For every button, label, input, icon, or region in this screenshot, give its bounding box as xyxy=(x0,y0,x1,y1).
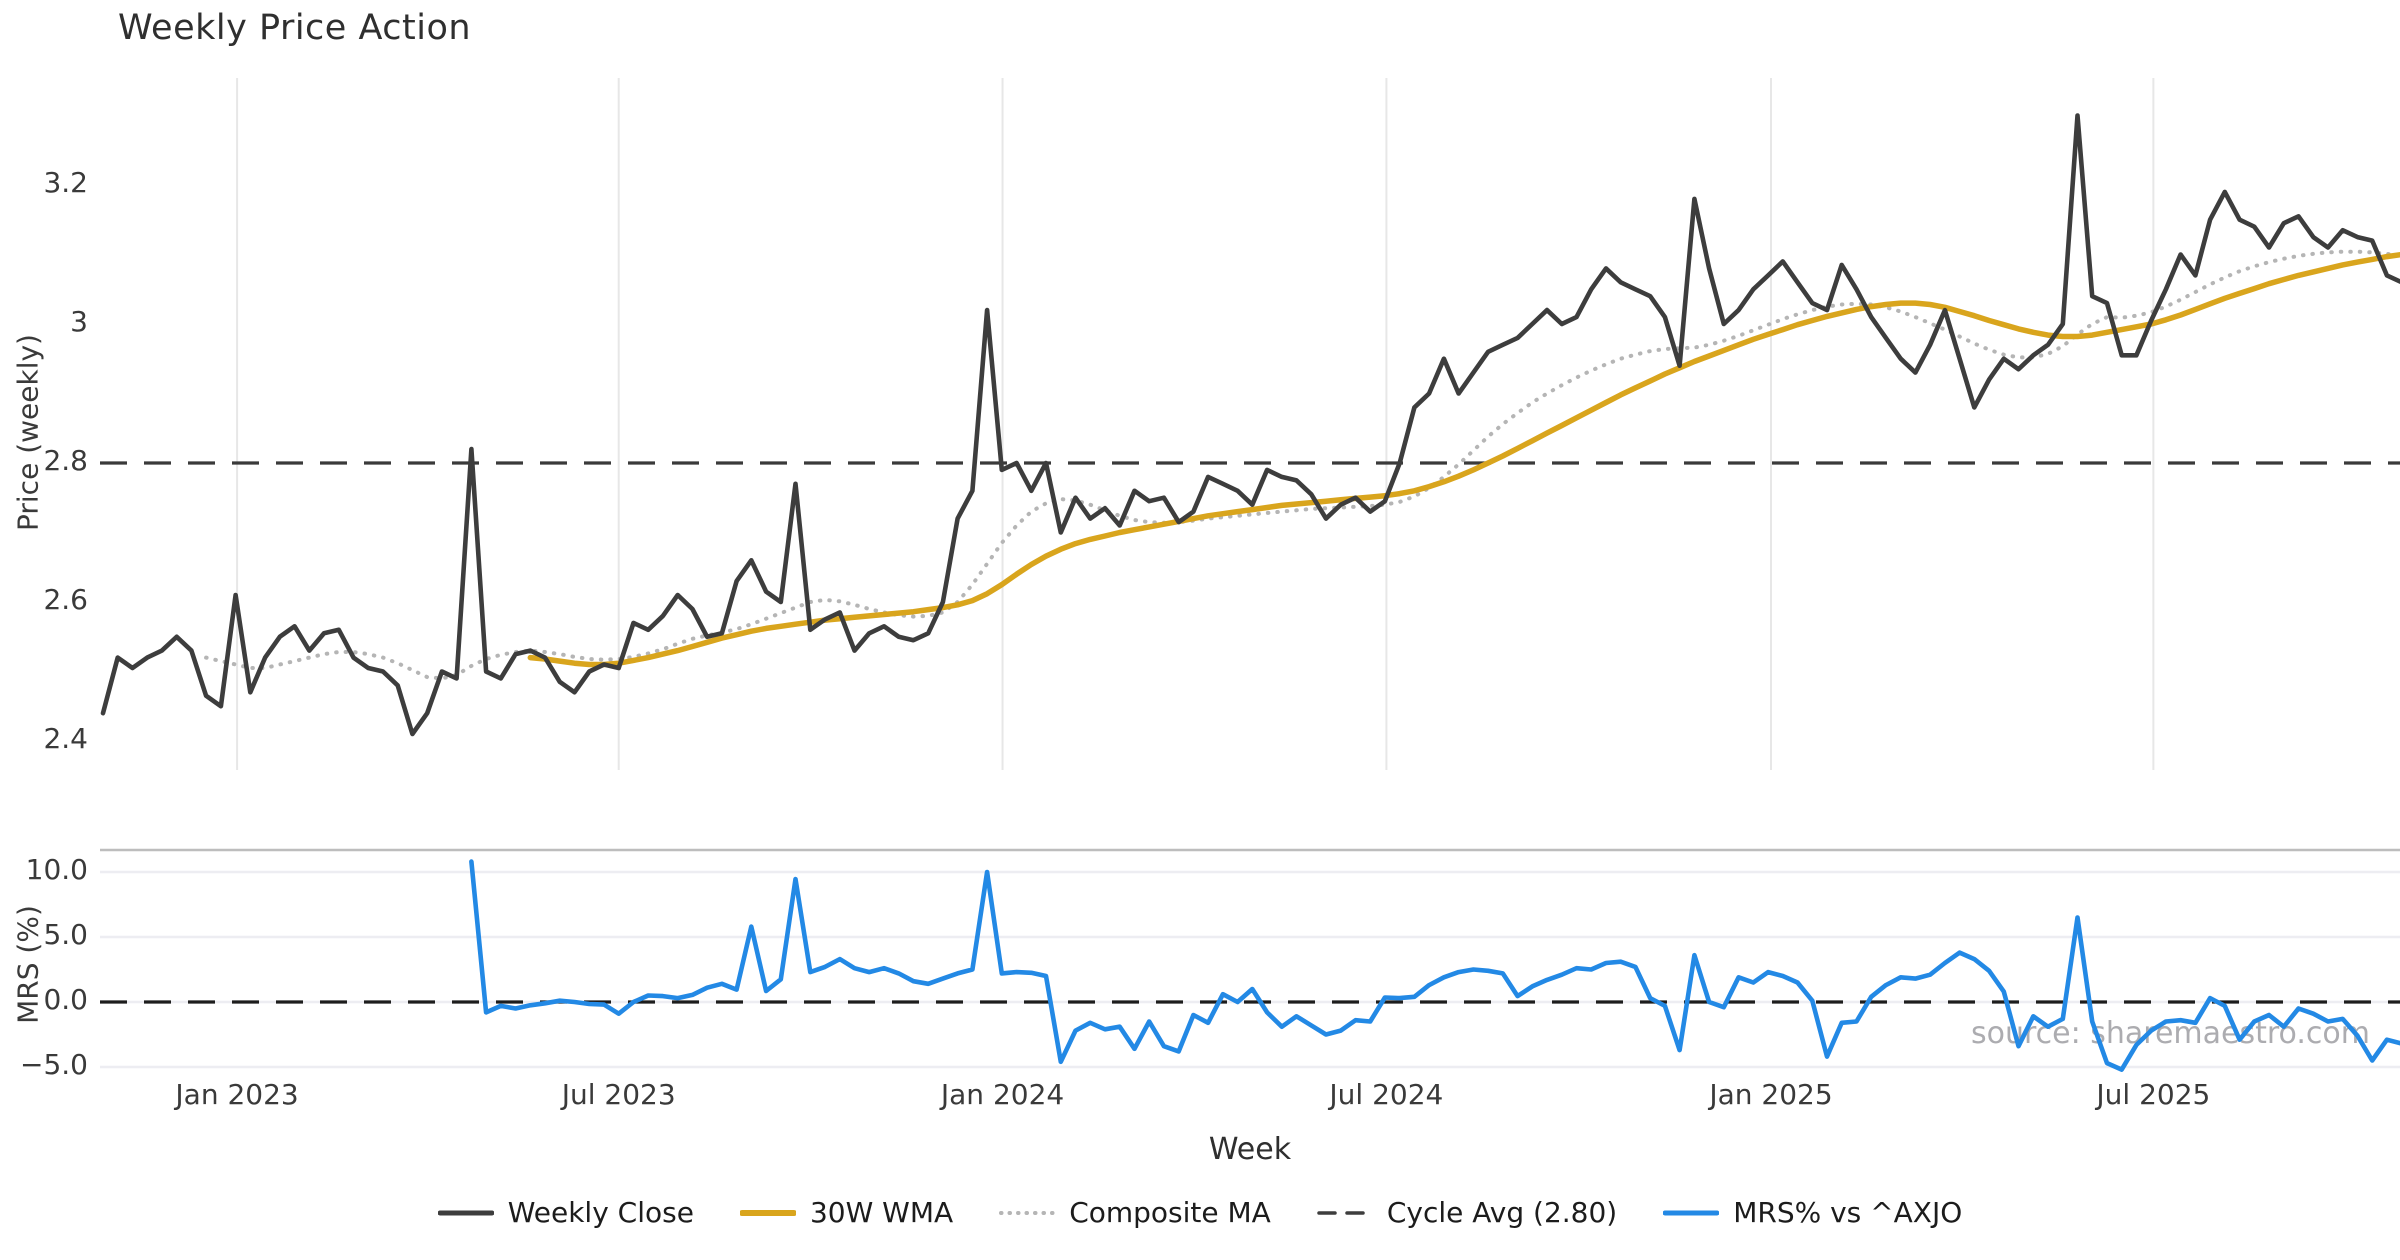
legend-label: 30W WMA xyxy=(809,1196,954,1229)
mrs-y-tick-label: 10.0 xyxy=(25,853,88,886)
legend-label: Composite MA xyxy=(1069,1196,1271,1229)
x-tick-label: Jul 2023 xyxy=(561,1078,676,1111)
price-y-tick-label: 2.8 xyxy=(43,444,88,477)
legend-item: 30W WMA xyxy=(739,1196,954,1229)
legend-label: Cycle Avg (2.80) xyxy=(1386,1196,1618,1229)
mrs-y-tick-label: 0.0 xyxy=(43,983,88,1016)
legend-line-sample-icon xyxy=(1663,1210,1720,1215)
x-tick-label: Jul 2024 xyxy=(1329,1078,1444,1111)
legend-line-sample-icon xyxy=(1317,1210,1373,1215)
price-y-tick-label: 2.6 xyxy=(43,583,88,616)
mrs-y-tick-label: −5.0 xyxy=(20,1048,88,1081)
legend: Weekly Close 30W WMA Composite MA Cycle Avg… xyxy=(0,1196,2400,1229)
price-y-tick-label: 3 xyxy=(70,305,88,338)
legend-item: Composite MA xyxy=(999,1196,1271,1229)
x-tick-label: Jan 2024 xyxy=(940,1078,1065,1111)
legend-item: Cycle Avg (2.80) xyxy=(1317,1196,1617,1229)
legend-line-sample-icon xyxy=(437,1210,494,1215)
legend-item: Weekly Close xyxy=(437,1196,694,1229)
price-y-tick-label: 2.4 xyxy=(43,722,88,755)
price-y-tick-label: 3.2 xyxy=(43,166,88,199)
legend-item: MRS% vs ^AXJO xyxy=(1663,1196,1962,1229)
legend-label: Weekly Close xyxy=(507,1196,694,1229)
x-axis-label: Week xyxy=(1208,1132,1292,1167)
x-tick-label: Jan 2025 xyxy=(1709,1078,1833,1111)
legend-line-sample-icon xyxy=(739,1209,796,1216)
mrs-y-tick-label: 5.0 xyxy=(43,918,88,951)
x-tick-label: Jul 2025 xyxy=(2096,1078,2211,1111)
legend-line-sample-icon xyxy=(999,1210,1056,1215)
chart-title: Weekly Price Action xyxy=(118,8,472,48)
x-tick-label: Jan 2023 xyxy=(175,1078,299,1111)
legend-label: MRS% vs ^AXJO xyxy=(1733,1196,1963,1229)
